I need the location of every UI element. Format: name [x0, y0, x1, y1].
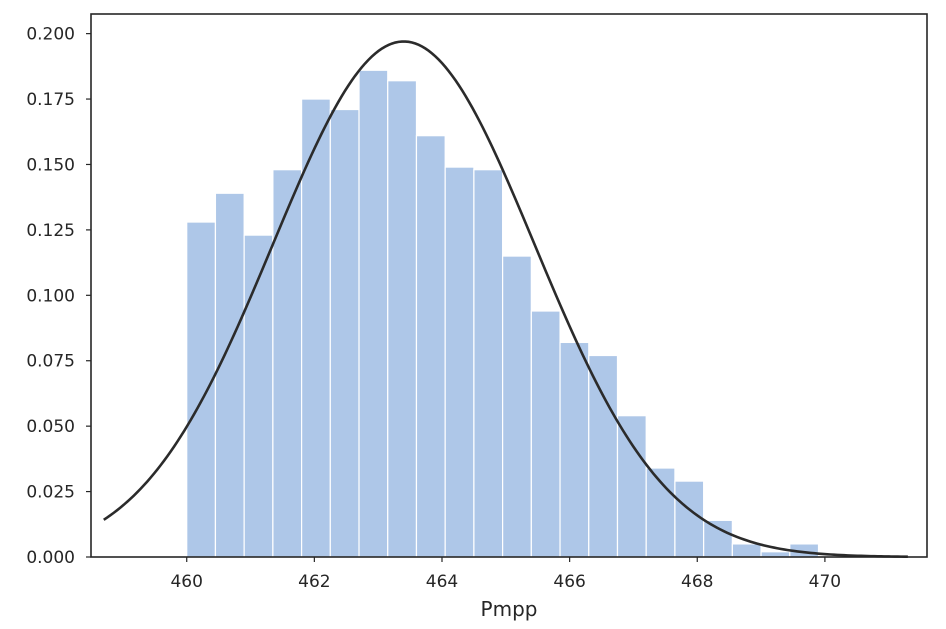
histogram-bars — [186, 69, 820, 558]
x-tick-label: 462 — [298, 572, 330, 592]
histogram-bar — [674, 480, 705, 558]
y-tick-label: 0.000 — [26, 548, 75, 568]
y-tick-label: 0.025 — [26, 483, 75, 503]
y-tick-label: 0.150 — [26, 155, 75, 175]
histogram-bar — [415, 135, 446, 558]
histogram-bar — [731, 543, 762, 558]
histogram-bar — [272, 169, 303, 558]
x-axis-title: Pmpp — [481, 597, 538, 621]
x-tick-label: 460 — [170, 572, 202, 592]
x-tick-label: 466 — [553, 572, 585, 592]
histogram-bar — [703, 519, 733, 558]
histogram-bar — [214, 192, 245, 558]
x-tick-label: 464 — [426, 572, 458, 592]
y-tick-label: 0.175 — [26, 90, 75, 110]
y-axis-ticks: 0.000 0.025 0.050 0.075 0.100 0.125 0.150 0.175… — [26, 25, 91, 568]
histogram-bar — [329, 108, 360, 558]
histogram-bar — [243, 234, 274, 558]
plot-area-frame — [90, 13, 928, 558]
y-tick-label: 0.050 — [26, 417, 75, 437]
histogram-bar — [473, 169, 504, 558]
y-tick-label: 0.100 — [26, 286, 75, 306]
normal-fit-curve — [103, 40, 908, 558]
histogram-bar — [358, 69, 389, 558]
histogram-bar — [616, 415, 647, 558]
x-tick-label: 468 — [681, 572, 713, 592]
histogram-bar — [559, 341, 590, 558]
x-axis-ticks: 460 462 464 466 468 470 — [170, 557, 841, 592]
histogram-bar — [530, 310, 561, 558]
histogram-bar — [387, 80, 418, 558]
y-tick-label: 0.200 — [26, 25, 75, 45]
histogram-bar — [444, 166, 475, 558]
histogram-bar — [186, 221, 217, 558]
x-tick-label: 470 — [809, 572, 841, 592]
histogram-bar — [588, 354, 619, 558]
histogram-bar — [502, 255, 532, 558]
y-tick-label: 0.125 — [26, 221, 75, 241]
y-tick-label: 0.075 — [26, 352, 75, 372]
